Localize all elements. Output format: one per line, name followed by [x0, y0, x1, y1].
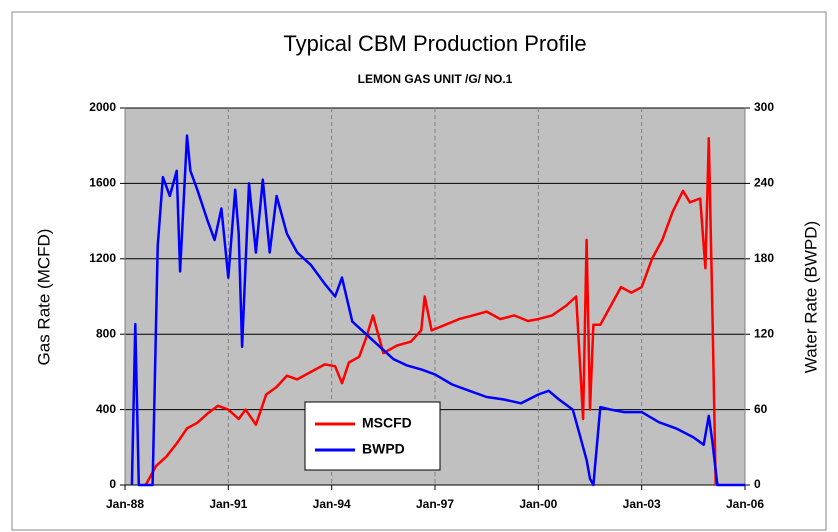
x-tick-label: Jan-03: [623, 497, 661, 511]
y-tick-label: 400: [96, 402, 116, 416]
legend-box: [304, 401, 441, 471]
y2-tick-label: 300: [754, 100, 774, 114]
chart-subtitle: LEMON GAS UNIT /G/ NO.1: [358, 72, 513, 86]
y-tick-label: 0: [109, 477, 116, 491]
y2-tick-label: 120: [754, 326, 774, 340]
x-tick-label: Jan-94: [313, 497, 351, 511]
x-tick-label: Jan-00: [519, 497, 557, 511]
y2-tick-label: 180: [754, 251, 774, 265]
y2-tick-label: 240: [754, 176, 774, 190]
legend-label: MSCFD: [362, 415, 412, 431]
y2-axis-label: Water Rate (BWPD): [801, 221, 820, 373]
series-line: [144, 136, 717, 486]
x-tick-label: Jan-91: [209, 497, 247, 511]
x-tick-label: Jan-06: [726, 497, 764, 511]
y2-tick-label: 60: [754, 402, 768, 416]
x-tick-label: Jan-88: [106, 497, 144, 511]
y-axis-label: Gas Rate (MCFD): [34, 229, 53, 366]
y2-tick-label: 0: [754, 477, 761, 491]
series-line: [130, 134, 745, 487]
legend-label: BWPD: [362, 441, 405, 457]
y-tick-label: 800: [96, 326, 116, 340]
y-tick-label: 1200: [89, 251, 116, 265]
y-tick-label: 2000: [89, 100, 116, 114]
y-tick-label: 1600: [89, 176, 116, 190]
x-tick-label: Jan-97: [416, 497, 454, 511]
chart-title: Typical CBM Production Profile: [283, 31, 586, 56]
